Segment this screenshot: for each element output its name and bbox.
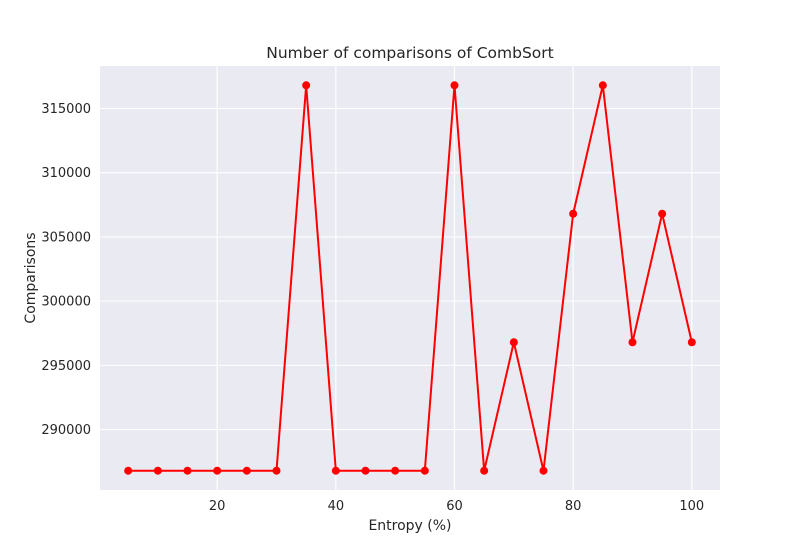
data-point: [687, 338, 696, 347]
data-point: [539, 466, 548, 475]
data-point: [183, 466, 192, 475]
data-point: [302, 81, 311, 90]
data-point: [213, 466, 222, 475]
data-point: [124, 466, 133, 475]
y-tick-label: 315000: [41, 102, 91, 117]
x-tick-label: 20: [209, 499, 226, 514]
data-point: [450, 81, 459, 90]
grid-lines: [100, 66, 720, 490]
series-group: [124, 81, 696, 475]
x-tick-label: 60: [446, 499, 463, 514]
x-tick-label: 40: [328, 499, 345, 514]
data-point: [420, 466, 429, 475]
data-point: [480, 466, 489, 475]
data-point: [242, 466, 251, 475]
y-tick-label: 295000: [41, 359, 91, 374]
y-tick-label: 290000: [41, 423, 91, 438]
data-point: [391, 466, 400, 475]
series-line: [128, 84, 693, 472]
data-point: [658, 209, 667, 218]
data-point: [361, 466, 370, 475]
data-point: [598, 81, 607, 90]
tick-labels: 20 40 60 80 100 290000 295000 300000 305000 31000…: [41, 102, 704, 514]
x-tick-label: 80: [565, 499, 582, 514]
x-axis-label: Entropy (%): [368, 518, 451, 534]
data-point: [331, 466, 340, 475]
y-tick-label: 310000: [41, 166, 91, 181]
data-point: [272, 466, 281, 475]
data-point: [569, 209, 578, 218]
y-tick-label: 300000: [41, 295, 91, 310]
y-tick-label: 305000: [41, 230, 91, 245]
chart-title: Number of comparisons of CombSort: [266, 44, 553, 62]
y-axis-label: Comparisons: [23, 232, 39, 323]
x-tick-label: 100: [679, 499, 704, 514]
data-point: [628, 338, 637, 347]
plot-area: [100, 66, 720, 490]
data-point: [153, 466, 162, 475]
data-point: [509, 338, 518, 347]
